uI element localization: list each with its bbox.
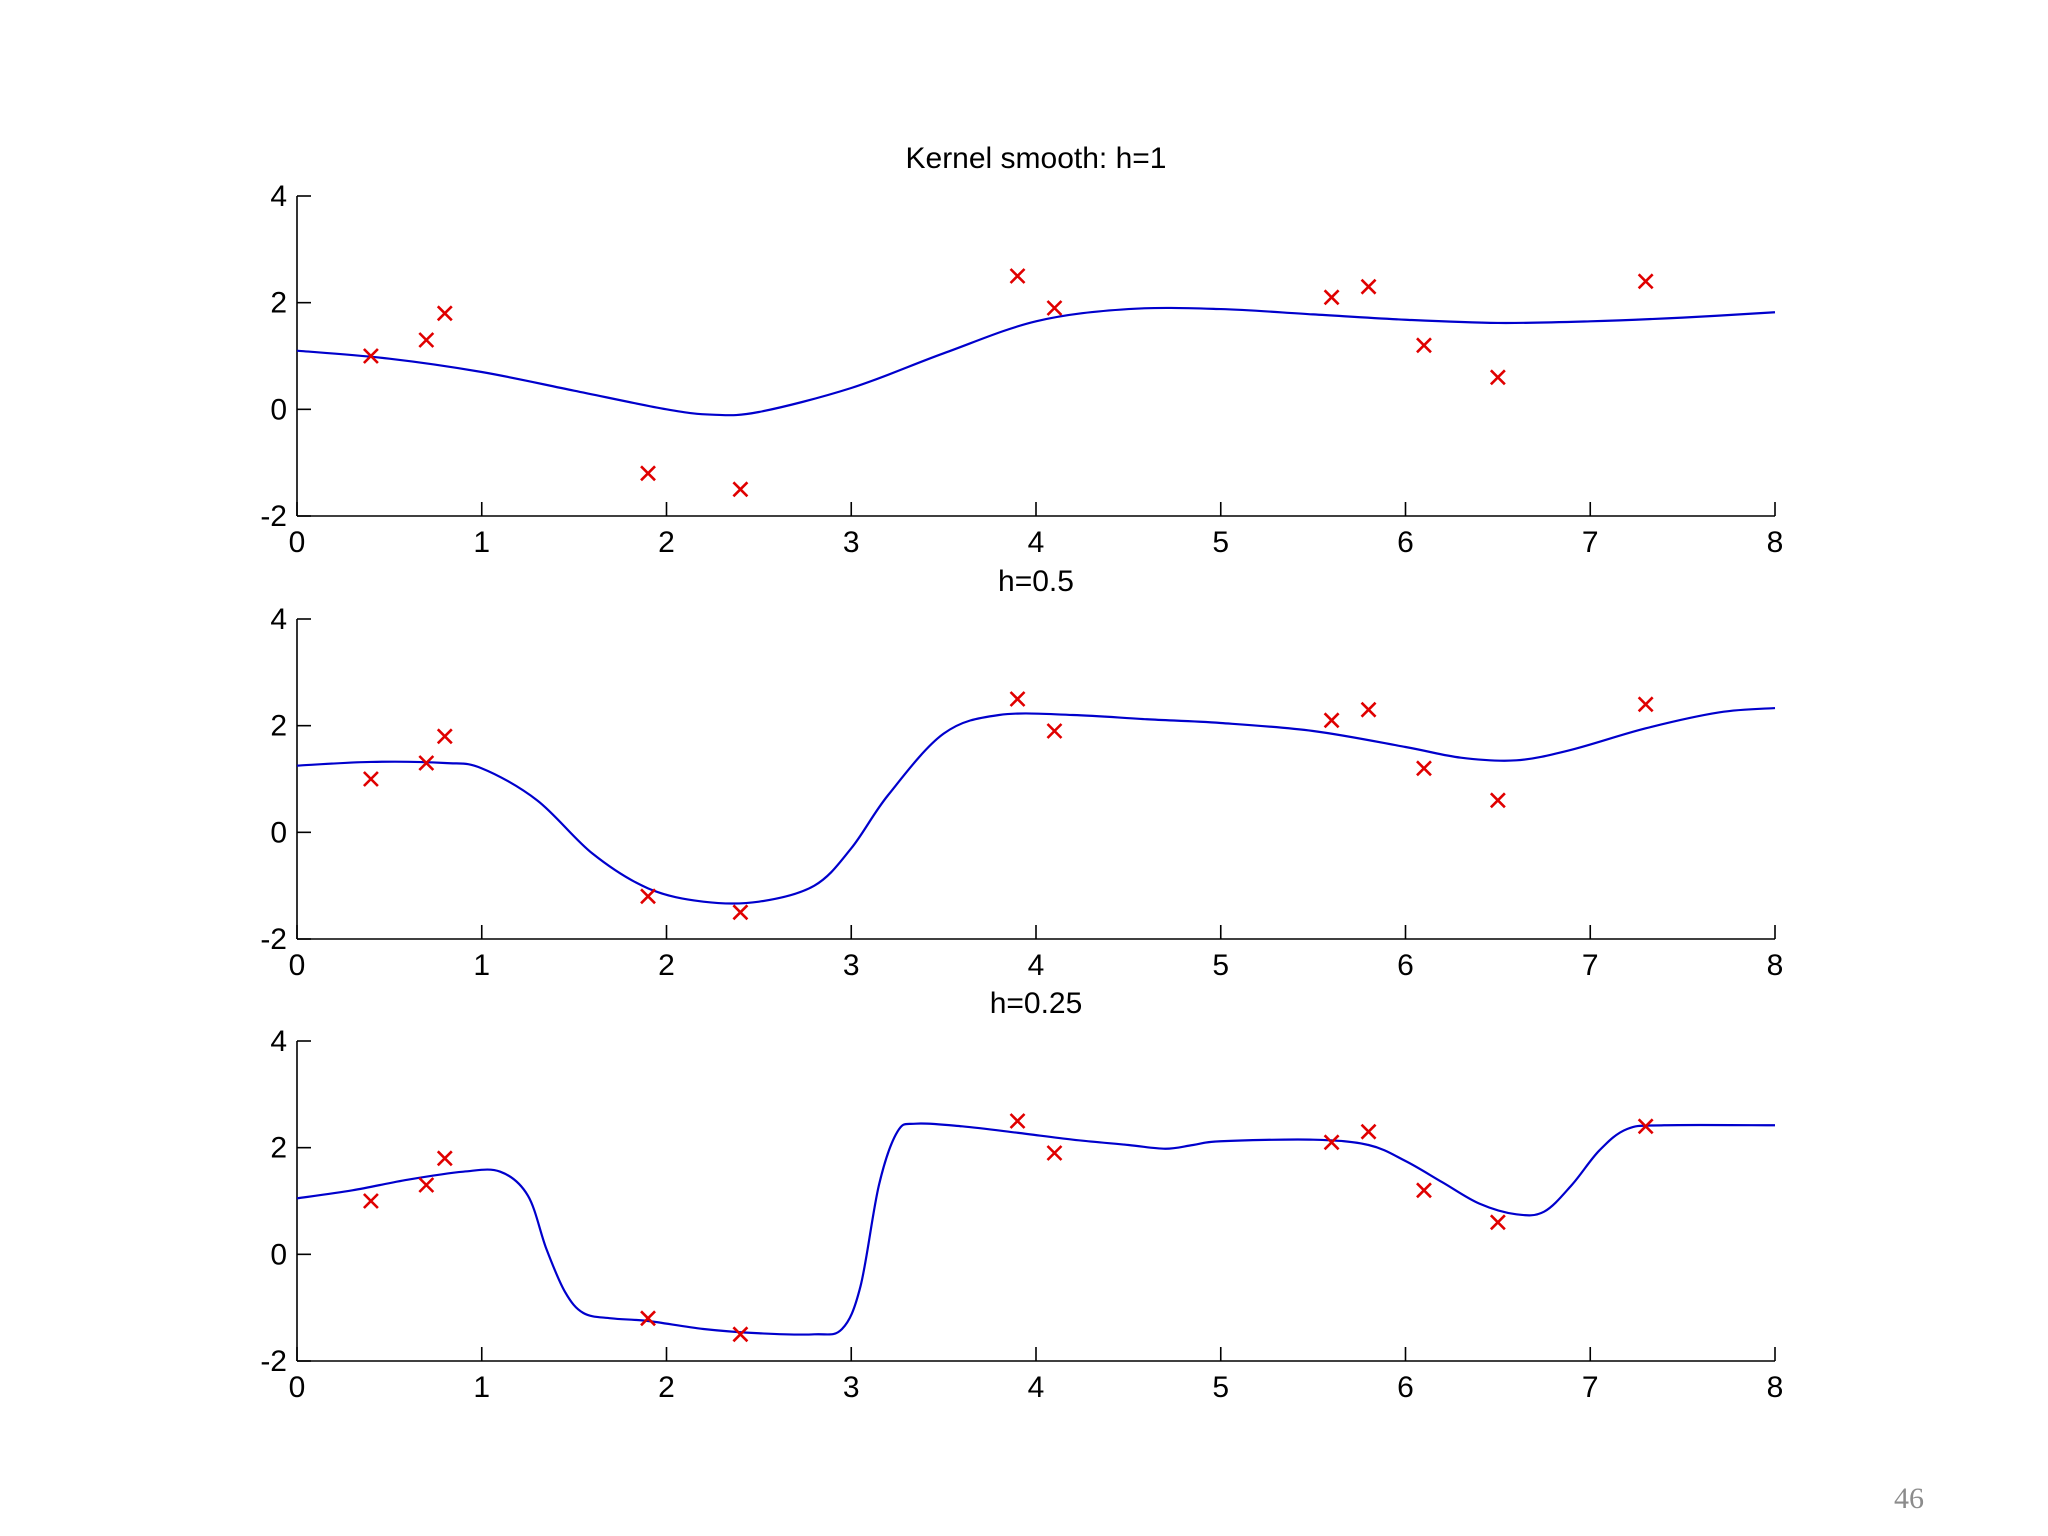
x-tick-label: 8 — [1767, 1371, 1784, 1404]
y-tick-label: 4 — [270, 180, 287, 213]
data-point-marker — [1323, 1134, 1340, 1151]
data-point-marker — [1637, 1118, 1654, 1135]
x-tick-label: 2 — [658, 1371, 675, 1404]
x-tick-label: 6 — [1397, 949, 1414, 982]
x-tick-label: 7 — [1582, 949, 1599, 982]
data-point-marker — [1009, 1113, 1026, 1129]
data-point-marker — [640, 888, 656, 905]
data-point-marker — [436, 1150, 453, 1167]
data-point-marker — [732, 904, 749, 921]
y-tick-label: 2 — [270, 710, 287, 743]
data-point-marker — [1416, 760, 1432, 777]
page-number: 46 — [1894, 1482, 1924, 1515]
smooth-curve — [296, 1122, 1776, 1336]
x-tick-label: 7 — [1582, 1371, 1599, 1404]
data-point-marker — [1416, 337, 1432, 354]
x-tick-label: 4 — [1028, 1371, 1045, 1404]
data-point-marker — [418, 332, 435, 348]
y-tick-label: 4 — [270, 1025, 287, 1058]
smooth-curve — [296, 706, 1776, 905]
y-tick-label: 2 — [270, 287, 287, 320]
data-point-marker — [1009, 691, 1026, 707]
data-point-marker — [1323, 289, 1340, 306]
y-tick-label: 4 — [270, 603, 287, 636]
data-point-marker — [436, 728, 453, 745]
x-tick-label: 6 — [1397, 1371, 1414, 1404]
y-tick-label: -2 — [260, 500, 287, 533]
data-point-marker — [418, 755, 435, 771]
chart-title: h=0.5 — [998, 565, 1074, 598]
x-tick-label: 8 — [1767, 949, 1784, 982]
x-tick-label: 3 — [843, 949, 860, 982]
data-point-marker — [1046, 1145, 1063, 1161]
y-tick-label: -2 — [260, 1345, 287, 1378]
data-point-marker — [1489, 369, 1506, 386]
x-tick-label: 6 — [1397, 526, 1414, 559]
data-point-marker — [1323, 712, 1340, 729]
x-tick-label: 3 — [843, 1371, 860, 1404]
y-tick-label: 0 — [270, 816, 287, 849]
x-tick-label: 1 — [473, 1371, 490, 1404]
x-tick-label: 5 — [1212, 1371, 1229, 1404]
data-point-marker — [1046, 300, 1063, 316]
x-tick-label: 1 — [473, 949, 490, 982]
x-tick-label: 0 — [289, 1371, 306, 1404]
x-tick-label: 4 — [1028, 949, 1045, 982]
data-point-marker — [418, 1177, 435, 1193]
x-tick-label: 8 — [1767, 526, 1784, 559]
y-tick-label: 0 — [270, 393, 287, 426]
data-point-marker — [1489, 792, 1506, 809]
x-tick-label: 5 — [1212, 526, 1229, 559]
y-tick-label: -2 — [260, 923, 287, 956]
data-point-marker — [1009, 268, 1026, 284]
chart-title: h=0.25 — [990, 987, 1083, 1020]
data-point-marker — [362, 771, 379, 787]
x-tick-label: 0 — [289, 526, 306, 559]
x-tick-label: 3 — [843, 526, 860, 559]
chart-title: Kernel smooth: h=1 — [906, 142, 1167, 175]
data-point-marker — [1360, 278, 1377, 295]
x-tick-label: 2 — [658, 949, 675, 982]
data-point-marker — [1046, 723, 1063, 739]
y-tick-label: 2 — [270, 1132, 287, 1165]
x-tick-label: 5 — [1212, 949, 1229, 982]
data-point-marker — [640, 465, 656, 482]
data-point-marker — [1637, 273, 1654, 290]
data-point-marker — [1360, 1123, 1377, 1140]
data-point-marker — [1416, 1182, 1432, 1199]
data-point-marker — [732, 1326, 749, 1343]
data-point-marker — [640, 1310, 656, 1327]
data-point-marker — [362, 348, 379, 364]
data-point-marker — [732, 481, 749, 498]
x-tick-label: 4 — [1028, 526, 1045, 559]
x-tick-label: 7 — [1582, 526, 1599, 559]
data-point-marker — [362, 1193, 379, 1209]
data-point-marker — [1360, 701, 1377, 718]
x-tick-label: 1 — [473, 526, 490, 559]
x-tick-label: 0 — [289, 949, 306, 982]
y-tick-label: 0 — [270, 1238, 287, 1271]
smooth-curve — [296, 306, 1776, 417]
data-point-marker — [1637, 696, 1654, 713]
data-point-marker — [436, 305, 453, 322]
data-point-marker — [1489, 1214, 1506, 1231]
x-tick-label: 2 — [658, 526, 675, 559]
